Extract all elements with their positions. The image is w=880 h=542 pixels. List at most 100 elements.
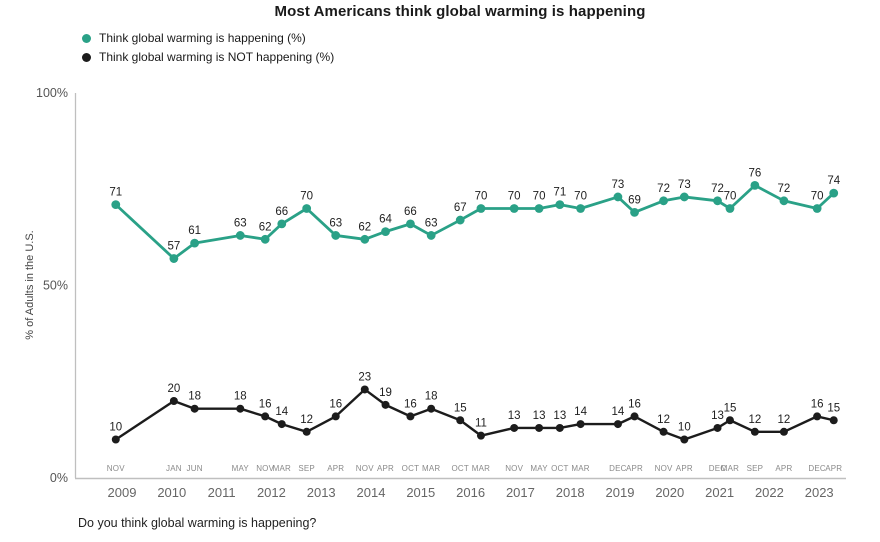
data-point-happening [381, 227, 390, 237]
data-point-happening [360, 234, 370, 244]
data-point-happening [455, 215, 465, 225]
legend-swatch-not-happening-icon [82, 52, 91, 62]
legend-item-happening: Think global warming is happening (%) [82, 31, 334, 45]
value-label-happening: 73 [678, 179, 691, 191]
year-tick-label: 2023 [805, 485, 834, 500]
month-tick-label: DEC [609, 464, 627, 473]
data-point-not-happening [331, 412, 340, 421]
value-label-happening: 70 [811, 191, 824, 203]
data-point-not-happening [750, 427, 759, 436]
year-tick-label: 2012 [257, 485, 286, 500]
year-tick-label: 2014 [357, 485, 386, 500]
month-tick-label: JAN [166, 464, 182, 473]
value-label-happening: 72 [711, 183, 724, 195]
value-label-not-happening: 13 [533, 410, 546, 422]
data-point-happening [555, 200, 565, 210]
legend-swatch-happening-icon [82, 33, 91, 43]
data-point-not-happening [829, 416, 838, 425]
data-point-happening [277, 219, 287, 229]
year-tick-label: 2019 [606, 485, 635, 500]
data-point-not-happening [190, 404, 199, 413]
data-point-happening [779, 196, 789, 206]
year-tick-label: 2016 [456, 485, 485, 500]
value-label-happening: 61 [188, 225, 201, 237]
data-point-happening [331, 231, 341, 240]
data-point-not-happening [725, 416, 734, 425]
value-label-not-happening: 15 [724, 402, 737, 414]
value-label-happening: 71 [109, 187, 122, 199]
value-label-not-happening: 14 [275, 406, 288, 418]
chart-title: Most Americans think global warming is h… [274, 3, 646, 20]
value-label-not-happening: 15 [454, 402, 467, 414]
value-label-not-happening: 12 [300, 414, 313, 426]
value-label-not-happening: 13 [711, 410, 724, 422]
year-tick-label: 2011 [208, 485, 236, 500]
value-label-not-happening: 15 [827, 402, 840, 414]
value-label-not-happening: 13 [553, 410, 566, 422]
value-label-happening: 69 [628, 194, 641, 206]
month-tick-label: NOV [256, 464, 274, 473]
legend-item-not-happening: Think global warming is NOT happening (%… [82, 50, 334, 64]
value-label-happening: 76 [748, 167, 761, 179]
data-point-happening [509, 204, 519, 213]
data-point-not-happening [476, 431, 485, 440]
month-tick-label: OCT [551, 464, 569, 473]
value-label-happening: 73 [612, 179, 625, 191]
value-label-not-happening: 16 [811, 398, 824, 410]
data-point-happening [302, 204, 312, 213]
y-tick-label: 100% [36, 86, 68, 100]
value-label-not-happening: 14 [574, 406, 587, 418]
month-tick-label: MAR [273, 464, 291, 473]
data-point-not-happening [510, 423, 519, 432]
value-label-happening: 62 [259, 221, 272, 233]
value-label-not-happening: 12 [748, 414, 761, 426]
value-label-happening: 71 [553, 187, 566, 199]
data-point-happening [613, 192, 623, 202]
month-tick-label: MAY [530, 464, 548, 473]
y-axis-title: % of Adults in the U.S. [24, 230, 36, 339]
value-label-happening: 70 [475, 191, 488, 203]
survey-question-caption: Do you think global warming is happening… [78, 516, 317, 530]
value-label-happening: 70 [533, 191, 546, 203]
month-tick-label: NOV [505, 464, 523, 473]
data-point-not-happening [613, 420, 622, 429]
value-label-happening: 63 [425, 217, 438, 229]
month-tick-label: APR [676, 464, 693, 473]
value-label-not-happening: 16 [628, 398, 641, 410]
data-point-happening [812, 204, 822, 213]
y-tick-label: 0% [50, 471, 68, 485]
data-point-happening [406, 219, 415, 229]
month-tick-label: OCT [402, 464, 420, 473]
data-point-not-happening [302, 427, 311, 436]
data-point-happening [713, 196, 722, 206]
data-point-happening [111, 200, 121, 210]
year-tick-label: 2013 [307, 485, 336, 500]
month-tick-label: SEP [747, 464, 764, 473]
value-label-not-happening: 16 [259, 398, 272, 410]
data-point-happening [725, 204, 735, 213]
data-point-not-happening [779, 427, 788, 436]
value-label-happening: 64 [379, 214, 392, 226]
month-tick-label: MAY [232, 464, 250, 473]
year-tick-label: 2018 [556, 485, 585, 500]
value-label-not-happening: 16 [404, 398, 417, 410]
y-tick-label: 50% [43, 279, 68, 293]
value-label-happening: 70 [508, 191, 521, 203]
value-label-happening: 72 [778, 183, 791, 195]
value-label-happening: 63 [329, 217, 342, 229]
data-point-happening [659, 196, 668, 206]
data-point-happening [630, 207, 639, 217]
year-tick-label: 2009 [108, 485, 137, 500]
data-point-not-happening [169, 397, 178, 405]
value-label-happening: 63 [234, 217, 247, 229]
value-label-not-happening: 12 [657, 414, 670, 426]
month-tick-label: APR [626, 464, 643, 473]
year-tick-label: 2022 [755, 485, 784, 500]
value-label-happening: 70 [300, 191, 313, 203]
data-point-not-happening [680, 435, 689, 444]
value-label-happening: 62 [358, 221, 371, 233]
data-point-not-happening [406, 412, 415, 421]
value-label-not-happening: 18 [234, 391, 247, 403]
month-tick-label: NOV [107, 464, 125, 473]
data-point-not-happening [713, 423, 722, 432]
